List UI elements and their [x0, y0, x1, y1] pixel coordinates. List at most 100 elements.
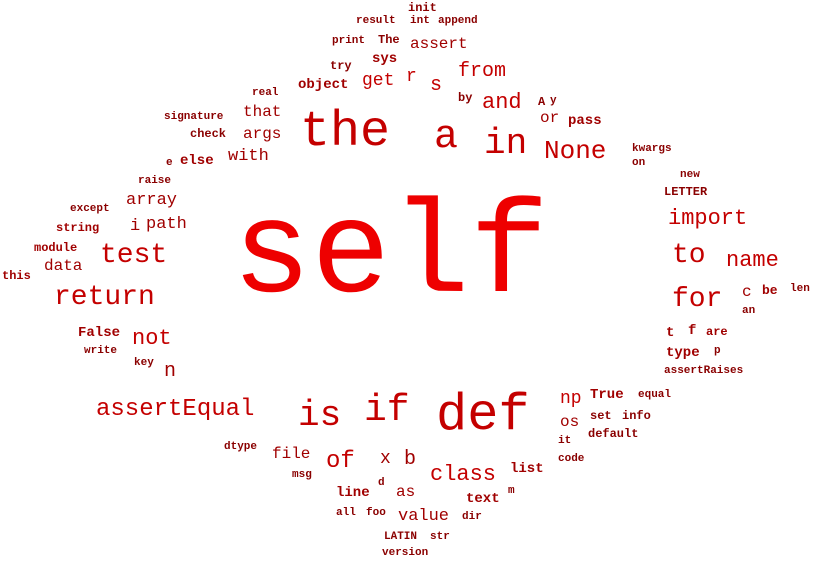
cloud-word: array	[126, 191, 178, 210]
cloud-word: init	[408, 1, 437, 15]
cloud-word: b	[404, 448, 417, 471]
cloud-word: False	[78, 325, 121, 341]
cloud-word: import	[668, 206, 748, 231]
cloud-word: are	[706, 325, 728, 339]
cloud-word: kwargs	[632, 143, 672, 155]
cloud-word: m	[508, 485, 515, 497]
cloud-word: n	[164, 360, 177, 383]
cloud-word: class	[430, 462, 497, 487]
cloud-word: result	[356, 15, 396, 27]
cloud-word: line	[336, 485, 370, 501]
cloud-word: from	[458, 60, 507, 83]
cloud-word: print	[332, 35, 366, 47]
cloud-word: None	[544, 136, 607, 166]
cloud-word: or	[540, 109, 560, 127]
cloud-word: pass	[568, 113, 602, 129]
cloud-word: signature	[164, 111, 224, 123]
cloud-word: version	[382, 547, 429, 559]
cloud-word: str	[430, 531, 450, 543]
cloud-word: not	[132, 326, 172, 351]
cloud-word: i	[130, 217, 141, 236]
cloud-word: append	[438, 15, 478, 27]
cloud-word: is	[298, 395, 342, 436]
cloud-word: that	[243, 103, 282, 121]
cloud-word: assertEqual	[96, 396, 255, 423]
cloud-word: True	[590, 387, 624, 403]
cloud-word: module	[34, 241, 78, 255]
cloud-word: f	[688, 323, 697, 339]
cloud-word: info	[622, 409, 651, 423]
cloud-word: with	[228, 147, 269, 166]
cloud-word: The	[378, 33, 400, 47]
cloud-word: an	[742, 305, 756, 317]
cloud-word: return	[54, 282, 155, 313]
cloud-word: value	[398, 507, 450, 526]
cloud-word: real	[252, 87, 279, 99]
cloud-word: name	[726, 248, 779, 273]
cloud-word: msg	[292, 469, 312, 481]
cloud-word: r	[406, 67, 417, 87]
cloud-word: LETTER	[664, 185, 708, 199]
cloud-word: raise	[138, 175, 172, 187]
cloud-word: it	[558, 435, 572, 447]
cloud-word: sys	[372, 51, 398, 67]
cloud-word: assertRaises	[664, 365, 744, 377]
cloud-word: np	[560, 389, 582, 409]
cloud-word: p	[714, 345, 721, 357]
cloud-word: default	[588, 427, 639, 441]
cloud-word: this	[2, 269, 31, 283]
cloud-word: data	[44, 257, 83, 275]
cloud-word: c	[742, 283, 752, 301]
cloud-word: foo	[366, 507, 386, 519]
cloud-word: set	[590, 409, 612, 423]
cloud-word: in	[484, 123, 528, 164]
cloud-word: by	[458, 91, 473, 105]
cloud-word: as	[396, 483, 416, 501]
cloud-word: s	[430, 74, 443, 97]
cloud-word: dtype	[224, 441, 258, 453]
cloud-word: object	[298, 77, 349, 93]
cloud-word: new	[680, 169, 700, 181]
cloud-word: test	[100, 240, 168, 271]
cloud-word: self	[232, 181, 549, 331]
cloud-word: x	[380, 449, 391, 469]
cloud-word: write	[84, 345, 118, 357]
cloud-word: be	[762, 283, 778, 298]
cloud-word: except	[70, 203, 110, 215]
cloud-word: A	[538, 95, 546, 109]
cloud-word: os	[560, 413, 580, 431]
cloud-word: path	[146, 215, 187, 234]
cloud-word: list	[510, 461, 544, 477]
cloud-word: int	[410, 15, 430, 27]
cloud-word: the	[300, 104, 391, 161]
cloud-word: text	[466, 491, 500, 507]
cloud-word: t	[666, 325, 675, 341]
cloud-word: LATIN	[384, 531, 418, 543]
cloud-word: for	[672, 284, 723, 315]
cloud-word: try	[330, 59, 352, 73]
cloud-word: all	[336, 507, 356, 519]
cloud-word: else	[180, 153, 214, 169]
cloud-word: string	[56, 221, 100, 235]
cloud-word: args	[243, 125, 282, 143]
cloud-word: y	[550, 95, 557, 107]
cloud-word: key	[134, 357, 154, 369]
cloud-word: check	[190, 127, 227, 141]
cloud-word: and	[482, 90, 522, 115]
cloud-word: if	[364, 389, 410, 432]
cloud-word: d	[378, 477, 385, 489]
cloud-word: type	[666, 345, 700, 361]
cloud-word: file	[272, 445, 311, 463]
cloud-word: e	[166, 157, 173, 169]
cloud-word: len	[790, 283, 810, 295]
cloud-word: of	[326, 448, 355, 475]
cloud-word: dir	[462, 511, 482, 523]
cloud-word: def	[436, 386, 530, 445]
cloud-word: to	[672, 240, 706, 271]
cloud-word: on	[632, 157, 646, 169]
cloud-word: equal	[638, 389, 672, 401]
cloud-word: assert	[410, 35, 468, 53]
cloud-word: get	[362, 71, 395, 91]
cloud-word: a	[434, 115, 459, 160]
